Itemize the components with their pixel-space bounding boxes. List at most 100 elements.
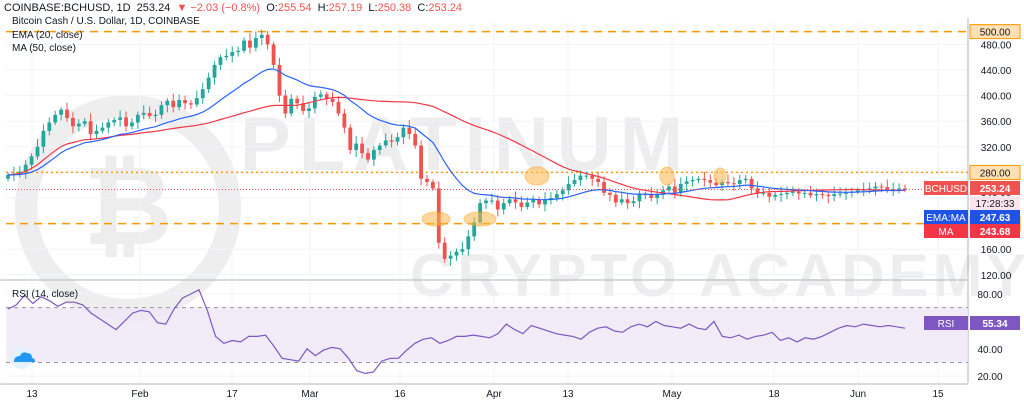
rsi-tick-label: 80.00 [977, 290, 1002, 301]
candle [554, 194, 559, 198]
candle [897, 188, 902, 190]
countdown-badge [970, 196, 1020, 210]
level-badge [969, 164, 1021, 180]
watermark-title: PLATINUM [240, 102, 691, 187]
candle [224, 55, 229, 58]
price-value-badge [970, 181, 1020, 195]
candle [171, 100, 176, 108]
candle [265, 34, 270, 45]
ema-legend[interactable]: EMA (20, close) [12, 30, 83, 41]
candle [690, 180, 695, 182]
candle [566, 183, 571, 191]
symbol-header: COINBASE:BCHUSD, 1D 253.24 ▼ −2.03 (−0.8… [4, 2, 462, 14]
chart-title: Bitcoin Cash / U.S. Dollar, 1D, COINBASE [12, 16, 200, 27]
candle [507, 199, 512, 204]
ema-value-badge [970, 210, 1020, 224]
candle [602, 182, 606, 193]
candle [773, 194, 778, 197]
time-tick-label: 18 [768, 389, 780, 400]
candle [354, 143, 359, 150]
candle [696, 178, 701, 181]
candle [295, 98, 300, 104]
candle [855, 190, 860, 192]
candle [430, 182, 435, 189]
rsi-tick-label: 20.00 [977, 372, 1002, 383]
candle [17, 171, 22, 174]
rsi-value-badge [970, 316, 1020, 330]
candle [826, 194, 831, 197]
candle [301, 103, 305, 111]
price-name: BCHUSD [925, 184, 967, 195]
cloud-icon [14, 352, 35, 362]
candle [749, 178, 754, 189]
price-value: 253.24 [980, 184, 1011, 195]
time-tick-label: Feb [131, 389, 149, 400]
candle [537, 199, 542, 205]
candle [490, 200, 494, 202]
candle [165, 100, 170, 106]
candle [619, 199, 624, 203]
candle [578, 175, 583, 181]
price-tick-label: 400.00 [981, 92, 1012, 103]
candle [649, 194, 654, 198]
price-tick-label: 320.00 [981, 143, 1012, 154]
close-value: 253.24 [428, 2, 463, 14]
time-tick-label: Mar [301, 389, 319, 400]
candle [82, 121, 87, 124]
candle [88, 121, 93, 134]
candle [100, 127, 105, 131]
candle [543, 199, 547, 205]
close-label: C: [417, 2, 429, 14]
candle [814, 194, 819, 196]
candle [466, 236, 471, 250]
price-tick-label: 360.00 [981, 117, 1012, 128]
candle [425, 178, 429, 182]
candle [283, 95, 288, 114]
candle [873, 186, 878, 189]
candle [242, 40, 246, 51]
rsi-value: 55.34 [982, 319, 1007, 330]
candle [330, 98, 335, 102]
ma-legend[interactable]: MA (50, close) [12, 43, 76, 54]
low-label: L: [368, 2, 378, 14]
annotation-ellipse [524, 166, 550, 186]
last-price: 253.24 [136, 2, 171, 14]
candle [891, 189, 896, 191]
candle [141, 112, 146, 115]
candle [472, 222, 477, 237]
ema-name: EMA:MA [926, 213, 966, 224]
candle [484, 200, 488, 204]
time-tick-label: 13 [26, 389, 38, 400]
time-tick-label: 13 [562, 389, 574, 400]
countdown: 17:28:33 [976, 199, 1015, 210]
candle [248, 40, 252, 48]
rsi-legend[interactable]: RSI (14, close) [12, 289, 79, 300]
candle [360, 143, 364, 154]
ema-20-line [7, 68, 905, 201]
candle [29, 156, 34, 165]
candle [395, 137, 400, 142]
candle [442, 242, 447, 259]
watermark-subtitle: CRYPTO ACADEMY [410, 242, 1024, 309]
candle [41, 130, 46, 147]
ema-name-badge [924, 210, 968, 224]
candle [501, 203, 506, 210]
candle [513, 199, 518, 203]
candle [23, 164, 28, 172]
high-label: H: [317, 2, 329, 14]
price-tick-label: 120.00 [981, 271, 1012, 282]
candle [65, 109, 69, 118]
time-tick-label: 16 [394, 389, 406, 400]
candle [94, 130, 99, 134]
annotation-ellipse [421, 211, 451, 227]
candle [737, 180, 742, 184]
candle [271, 44, 276, 65]
level-badge [969, 24, 1021, 40]
candles [6, 29, 907, 266]
candle [200, 89, 205, 99]
candle [377, 145, 382, 150]
candle [702, 178, 707, 181]
candle [230, 52, 235, 56]
